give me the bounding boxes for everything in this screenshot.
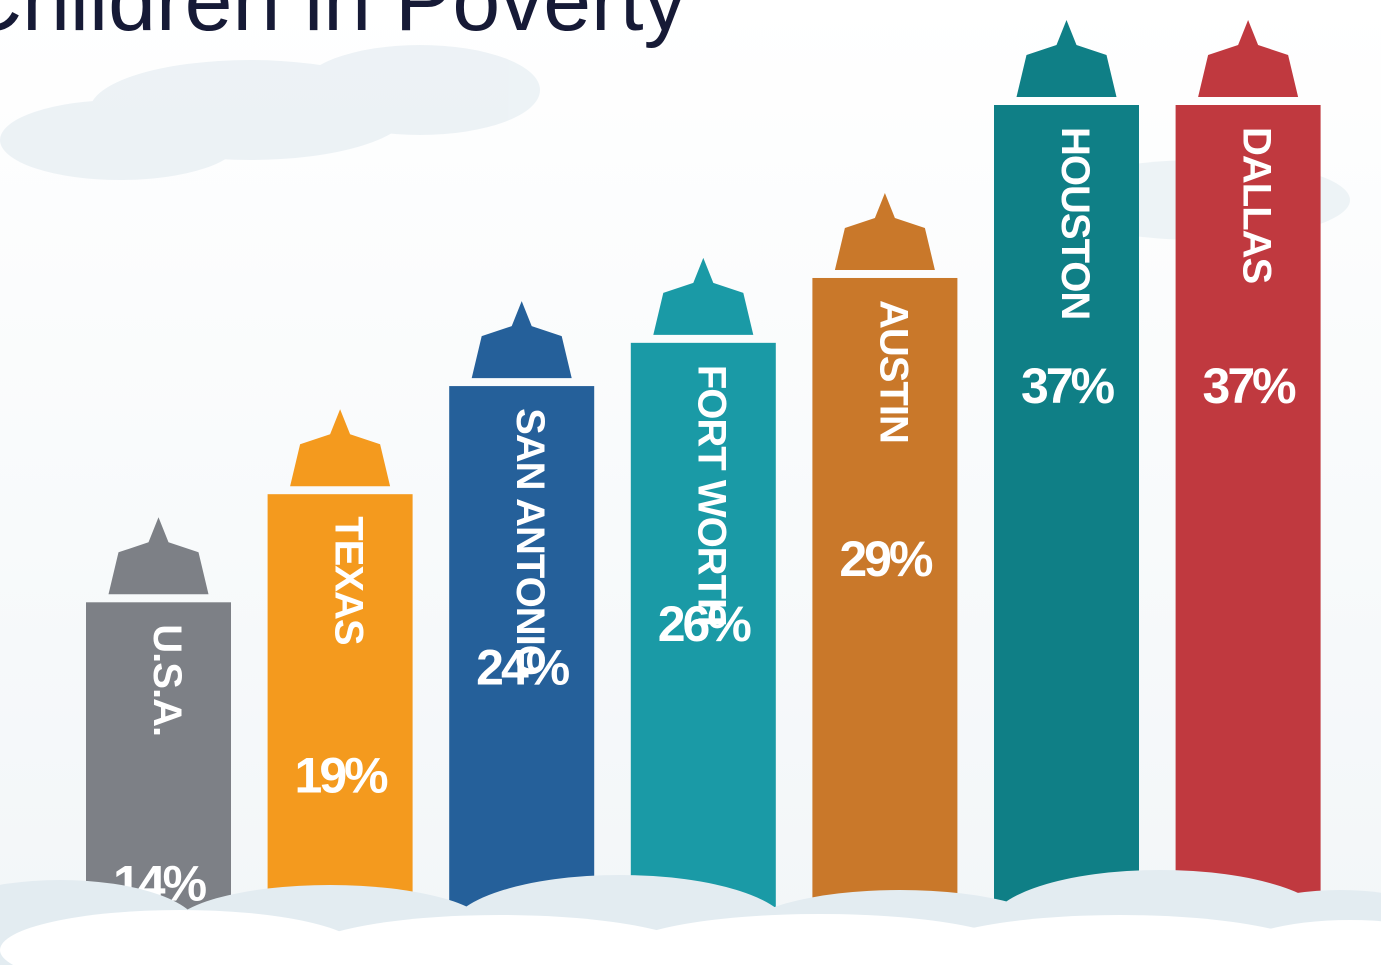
icon (290, 409, 391, 487)
bar (812, 277, 958, 925)
bar-name: FORT WORTH (690, 365, 734, 626)
bar-name: TEXAS (327, 516, 371, 645)
value-label: 19% (295, 747, 389, 803)
icon (108, 517, 209, 595)
value-label: 37% (1203, 358, 1297, 414)
bar-name: HOUSTON (1053, 127, 1097, 319)
chart-title: Children in Poverty (0, 0, 687, 49)
value-label: 26% (658, 596, 752, 652)
value-label: 24% (476, 639, 570, 695)
icon (653, 257, 754, 335)
bar (994, 105, 1139, 925)
bar (630, 342, 776, 925)
bar-name: SAN ANTONIO (508, 408, 552, 675)
icon (834, 192, 935, 270)
bar (267, 494, 413, 925)
bar (86, 602, 231, 925)
icon (1016, 20, 1117, 97)
bottom-clouds (0, 870, 1381, 965)
value-label: 37% (1021, 358, 1115, 414)
value-label: 29% (839, 531, 933, 587)
bar-name: U.S.A. (145, 624, 189, 736)
bar-name: DALLAS (1235, 127, 1279, 284)
icon (1198, 20, 1299, 97)
bar (1175, 105, 1321, 925)
bar-name: AUSTIN (871, 300, 915, 443)
icon (471, 301, 572, 379)
bar (449, 386, 595, 926)
